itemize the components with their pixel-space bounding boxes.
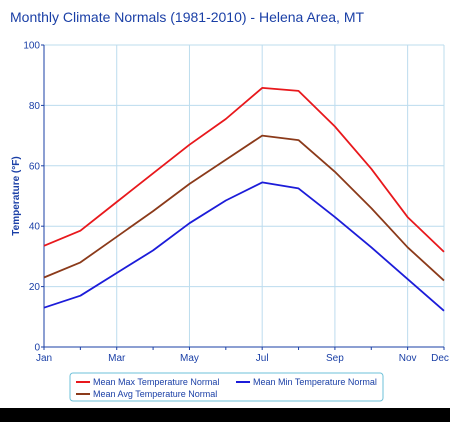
y-axis-label: Temperature (°F) bbox=[11, 156, 22, 235]
legend-box bbox=[69, 372, 384, 402]
line-chart: Monthly Climate Normals (1981-2010) - He… bbox=[10, 9, 449, 402]
y-tick-label: 20 bbox=[29, 282, 41, 293]
x-tick-label: Nov bbox=[399, 353, 417, 364]
y-tick-label: 60 bbox=[29, 161, 41, 172]
series-line-2 bbox=[43, 181, 445, 312]
x-tick-label: Mar bbox=[108, 353, 126, 364]
series-line-1 bbox=[43, 134, 445, 282]
x-tick-label: Jan bbox=[36, 353, 52, 364]
y-tick-label: 100 bbox=[23, 41, 40, 52]
grid bbox=[44, 44, 445, 347]
axes: 0 20 40 60 80 100 Jan Mar May Jul Sep Nov Dec bbox=[23, 41, 449, 365]
x-tick-label: Jul bbox=[256, 353, 269, 364]
x-tick-label: Sep bbox=[326, 353, 344, 364]
legend: Mean Max Temperature Normal Mean Min Temp… bbox=[69, 372, 384, 402]
y-tick-label: 80 bbox=[29, 101, 41, 112]
y-tick-label: 40 bbox=[29, 222, 41, 233]
series-line-0 bbox=[43, 87, 445, 253]
x-tick-label: May bbox=[180, 353, 199, 364]
legend-label: Mean Min Temperature Normal bbox=[253, 377, 377, 387]
chart-container: Monthly Climate Normals (1981-2010) - He… bbox=[0, 0, 450, 408]
x-tick-label: Dec bbox=[431, 353, 449, 364]
y-tick-label: 0 bbox=[34, 343, 40, 354]
legend-label: Mean Max Temperature Normal bbox=[93, 377, 219, 387]
chart-title: Monthly Climate Normals (1981-2010) - He… bbox=[10, 9, 364, 25]
series-lines bbox=[43, 87, 445, 312]
legend-label: Mean Avg Temperature Normal bbox=[93, 389, 217, 399]
